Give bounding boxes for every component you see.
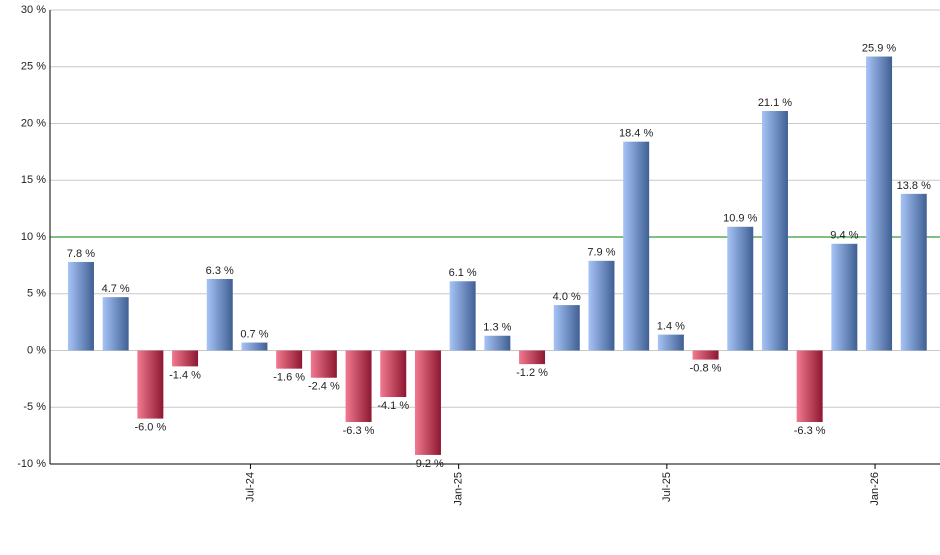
- y-tick-label: -10 %: [17, 458, 46, 470]
- value-label: 25.9 %: [862, 42, 896, 54]
- bar: [866, 56, 893, 351]
- bar: [900, 193, 927, 351]
- bar: [484, 335, 511, 351]
- bar: [172, 350, 199, 367]
- bar: [657, 334, 684, 351]
- value-label: 10.9 %: [723, 213, 757, 225]
- value-label: 7.9 %: [587, 247, 615, 259]
- value-label: -1.4 %: [169, 369, 201, 381]
- y-tick-label: 0 %: [27, 344, 46, 356]
- y-tick-label: 30 %: [21, 4, 46, 16]
- value-label: -0.8 %: [690, 362, 722, 374]
- value-label: 6.3 %: [206, 265, 234, 277]
- value-label: 9.4 %: [830, 230, 858, 242]
- bar: [380, 350, 407, 398]
- value-label: -4.1 %: [377, 400, 409, 412]
- bar: [449, 281, 476, 351]
- bar: [102, 297, 129, 351]
- bar: [831, 243, 858, 351]
- value-label: -2.4 %: [308, 381, 340, 393]
- y-tick-label: 10 %: [21, 231, 46, 243]
- bar: [310, 350, 337, 378]
- bar: [137, 350, 164, 419]
- value-label: 1.4 %: [657, 321, 685, 333]
- bar: [553, 305, 580, 351]
- bar: [67, 261, 94, 351]
- x-tick-label: Jan-26: [869, 472, 881, 506]
- value-label: -1.6 %: [273, 372, 305, 384]
- bar: [276, 350, 303, 369]
- bar: [727, 226, 754, 351]
- value-label: 7.8 %: [67, 248, 95, 260]
- y-tick-label: 15 %: [21, 174, 46, 186]
- value-label: 6.1 %: [449, 267, 477, 279]
- y-tick-label: 5 %: [27, 288, 46, 300]
- x-tick-label: Jul-24: [244, 472, 256, 502]
- y-tick-label: 25 %: [21, 61, 46, 73]
- y-tick-label: 20 %: [21, 117, 46, 129]
- value-label: 18.4 %: [619, 128, 653, 140]
- value-label: -6.3 %: [794, 425, 826, 437]
- value-label: -6.0 %: [134, 422, 166, 434]
- x-tick-label: Jan-25: [453, 472, 465, 506]
- value-label: -9.2 %: [412, 458, 444, 470]
- bar: [692, 350, 719, 360]
- value-label: 4.0 %: [553, 291, 581, 303]
- y-tick-label: -5 %: [23, 401, 46, 413]
- bar: [796, 350, 823, 423]
- bar: [241, 342, 268, 351]
- value-label: 21.1 %: [758, 97, 792, 109]
- bar: [345, 350, 372, 423]
- value-label: 1.3 %: [483, 322, 511, 334]
- bar: [623, 141, 650, 351]
- x-tick-label: Jul-25: [661, 472, 673, 502]
- value-label: 4.7 %: [102, 283, 130, 295]
- bar: [519, 350, 546, 365]
- value-label: -6.3 %: [343, 425, 375, 437]
- bar: [414, 350, 441, 455]
- value-label: 0.7 %: [240, 328, 268, 340]
- bar: [206, 278, 233, 351]
- value-label: -1.2 %: [516, 367, 548, 379]
- bar: [761, 111, 788, 351]
- bar: [588, 260, 615, 351]
- value-label: 13.8 %: [897, 180, 931, 192]
